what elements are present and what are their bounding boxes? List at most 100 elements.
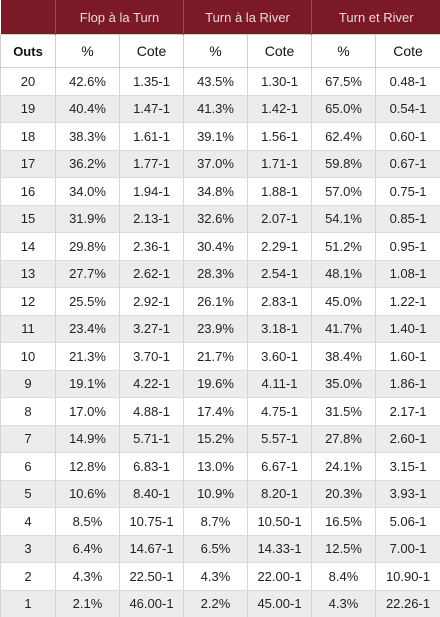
cote-cell: 2.17-1 xyxy=(376,398,440,426)
cote-cell: 2.92-1 xyxy=(120,288,184,316)
percent-cell: 43.5% xyxy=(184,68,248,96)
percent-cell: 32.6% xyxy=(184,205,248,233)
cote-cell: 2.83-1 xyxy=(248,288,312,316)
outs-cell: 15 xyxy=(1,205,56,233)
cote-cell: 10.90-1 xyxy=(376,563,440,591)
cote-cell: 1.08-1 xyxy=(376,260,440,288)
outs-cell: 5 xyxy=(1,480,56,508)
percent-cell: 57.0% xyxy=(312,178,376,206)
cote-cell: 3.27-1 xyxy=(120,315,184,343)
column-header-cote: Cote xyxy=(248,35,312,68)
column-header-outs: Outs xyxy=(1,35,56,68)
cote-cell: 22.00-1 xyxy=(248,563,312,591)
cote-cell: 2.36-1 xyxy=(120,233,184,261)
outs-cell: 1 xyxy=(1,590,56,617)
cote-cell: 2.54-1 xyxy=(248,260,312,288)
cote-cell: 2.29-1 xyxy=(248,233,312,261)
cote-cell: 0.54-1 xyxy=(376,95,440,123)
percent-cell: 29.8% xyxy=(56,233,120,261)
cote-cell: 1.86-1 xyxy=(376,370,440,398)
outs-cell: 9 xyxy=(1,370,56,398)
cote-cell: 0.48-1 xyxy=(376,68,440,96)
cote-cell: 1.56-1 xyxy=(248,123,312,151)
cote-cell: 1.71-1 xyxy=(248,150,312,178)
cote-cell: 14.67-1 xyxy=(120,535,184,563)
percent-cell: 67.5% xyxy=(312,68,376,96)
cote-cell: 1.35-1 xyxy=(120,68,184,96)
percent-cell: 41.3% xyxy=(184,95,248,123)
outs-cell: 4 xyxy=(1,508,56,536)
cote-cell: 1.77-1 xyxy=(120,150,184,178)
outs-cell: 19 xyxy=(1,95,56,123)
percent-cell: 10.9% xyxy=(184,480,248,508)
percent-cell: 40.4% xyxy=(56,95,120,123)
percent-cell: 20.3% xyxy=(312,480,376,508)
column-header-row: Outs % Cote % Cote % Cote xyxy=(1,35,440,68)
cote-cell: 1.61-1 xyxy=(120,123,184,151)
cote-cell: 4.22-1 xyxy=(120,370,184,398)
percent-cell: 12.8% xyxy=(56,453,120,481)
percent-cell: 26.1% xyxy=(184,288,248,316)
outs-cell: 17 xyxy=(1,150,56,178)
cote-cell: 2.13-1 xyxy=(120,205,184,233)
cote-cell: 5.06-1 xyxy=(376,508,440,536)
percent-cell: 12.5% xyxy=(312,535,376,563)
cote-cell: 1.40-1 xyxy=(376,315,440,343)
cote-cell: 4.75-1 xyxy=(248,398,312,426)
percent-cell: 59.8% xyxy=(312,150,376,178)
outs-cell: 20 xyxy=(1,68,56,96)
percent-cell: 4.3% xyxy=(312,590,376,617)
cote-cell: 0.95-1 xyxy=(376,233,440,261)
percent-cell: 8.7% xyxy=(184,508,248,536)
cote-cell: 0.60-1 xyxy=(376,123,440,151)
cote-cell: 45.00-1 xyxy=(248,590,312,617)
percent-cell: 23.4% xyxy=(56,315,120,343)
group-header-row: Flop à la Turn Turn à la River Turn et R… xyxy=(1,0,440,35)
cote-cell: 1.88-1 xyxy=(248,178,312,206)
column-header-percent: % xyxy=(56,35,120,68)
outs-cell: 6 xyxy=(1,453,56,481)
outs-cell: 16 xyxy=(1,178,56,206)
percent-cell: 34.0% xyxy=(56,178,120,206)
cote-cell: 22.26-1 xyxy=(376,590,440,617)
cote-cell: 10.75-1 xyxy=(120,508,184,536)
percent-cell: 13.0% xyxy=(184,453,248,481)
cote-cell: 6.67-1 xyxy=(248,453,312,481)
cote-cell: 3.70-1 xyxy=(120,343,184,371)
percent-cell: 31.5% xyxy=(312,398,376,426)
percent-cell: 4.3% xyxy=(184,563,248,591)
cote-cell: 2.60-1 xyxy=(376,425,440,453)
percent-cell: 19.6% xyxy=(184,370,248,398)
percent-cell: 4.3% xyxy=(56,563,120,591)
percent-cell: 41.7% xyxy=(312,315,376,343)
percent-cell: 6.5% xyxy=(184,535,248,563)
percent-cell: 21.7% xyxy=(184,343,248,371)
percent-cell: 21.3% xyxy=(56,343,120,371)
cote-cell: 1.42-1 xyxy=(248,95,312,123)
outs-cell: 7 xyxy=(1,425,56,453)
percent-cell: 28.3% xyxy=(184,260,248,288)
percent-cell: 34.8% xyxy=(184,178,248,206)
cote-cell: 0.67-1 xyxy=(376,150,440,178)
percent-cell: 65.0% xyxy=(312,95,376,123)
cote-cell: 0.85-1 xyxy=(376,205,440,233)
percent-cell: 37.0% xyxy=(184,150,248,178)
column-header-percent: % xyxy=(312,35,376,68)
